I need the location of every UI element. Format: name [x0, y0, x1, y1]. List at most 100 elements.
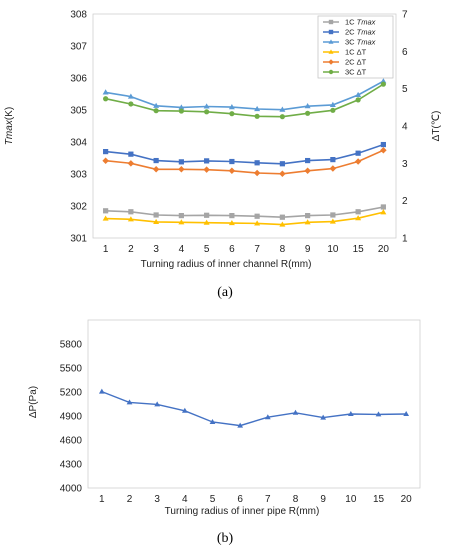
chart-a-panel-label: (a): [217, 285, 233, 300]
chart-a-data-point: [128, 209, 134, 215]
chart-a-data-point: [178, 166, 185, 173]
chart-a-data-point: [128, 101, 134, 107]
chart-a-left-tick-label: 305: [70, 106, 87, 117]
chart-a-x-tick-label: 6: [229, 244, 235, 255]
chart-a-ylabel-left-italic: Tmax: [4, 119, 15, 145]
chart-a-data-point: [304, 219, 311, 225]
chart-a-data-point: [153, 157, 159, 164]
chart-a-data-point: [153, 218, 160, 225]
chart-a-legend-label-text: 1C ΔT: [345, 48, 367, 57]
chart-a-data-point: [254, 160, 260, 166]
chart-a-data-point: [152, 166, 160, 173]
chart-b-x-tick-label: 4: [182, 494, 188, 505]
chart-a-legend-label: 1C Tmax: [345, 18, 376, 27]
chart-a-data-point: [254, 213, 260, 219]
chart-a-left-tick-label: 308: [70, 10, 87, 21]
chart-a-legend-marker: [328, 59, 334, 65]
chart-a-legend-label: 3C Tmax: [345, 38, 376, 47]
chart-b-y-tick-label: 4000: [60, 484, 83, 495]
chart-a-legend-item: 1C Tmax: [323, 18, 376, 27]
chart-a-legend-label-text: 1C: [345, 18, 357, 27]
chart-b-x-tick-label: 9: [320, 494, 326, 505]
chart-a-data-point: [229, 158, 235, 165]
chart-a-data-point: [127, 216, 134, 222]
chart-a-x-tick-label: 1: [103, 244, 109, 255]
chart-a-series-1: [103, 141, 386, 167]
chart-a-legend-marker: [328, 39, 334, 44]
chart-a-data-point: [254, 220, 261, 226]
chart-a-data-point: [103, 208, 109, 214]
chart-a-x-tick-label: 4: [179, 244, 185, 255]
chart-a-legend-label: 2C ΔT: [345, 58, 367, 67]
chart-a-data-point: [279, 221, 286, 227]
chart-b-series: [98, 388, 410, 428]
chart-a-legend-label: 2C Tmax: [345, 28, 376, 37]
chart-a-data-point: [203, 219, 210, 225]
chart-b-series-0: [98, 388, 410, 428]
chart-a-series-line: [105, 80, 384, 111]
chart-a-data-point: [380, 204, 386, 210]
chart-a-series-5: [103, 81, 386, 120]
chart-a-data-point: [102, 215, 109, 221]
chart-b-x-tick-label: 20: [401, 494, 413, 505]
chart-a-x-tick-label: 7: [254, 244, 260, 255]
chart-b-y-tick-label: 4900: [60, 412, 83, 423]
chart-a-legend-marker: [328, 69, 334, 75]
chart-a-data-point: [355, 97, 361, 103]
chart-b-x-tick-label: 7: [265, 494, 271, 505]
chart-a-legend-item: 2C ΔT: [323, 58, 367, 67]
chart-a-series-0: [103, 204, 386, 220]
chart-a-left-tick-label: 303: [70, 170, 87, 181]
chart-a-data-point: [354, 158, 362, 165]
chart-b-y-tick-label: 4300: [60, 460, 83, 471]
chart-a-data-point: [203, 103, 210, 109]
chart-b-x-tick-label: 15: [373, 494, 385, 505]
chart-a-left-tick-label: 304: [70, 138, 87, 149]
chart-a-series-line: [105, 206, 384, 219]
chart-a-legend-label-text: 3C: [345, 38, 357, 47]
chart-b-x-tick-label: 2: [127, 494, 133, 505]
chart-a-data-point: [329, 218, 336, 224]
chart-a-legend-label: 3C ΔT: [345, 68, 367, 77]
chart-a-legend-label-italic: Tmax: [357, 18, 376, 27]
chart-a-data-point: [229, 111, 235, 117]
chart-a-data-point: [380, 209, 387, 215]
chart-a-data-point: [330, 157, 336, 163]
chart-a-series-line: [105, 143, 384, 165]
chart-b-panel-label: (b): [217, 531, 234, 546]
chart-b-data-point: [375, 411, 382, 417]
chart-a-legend-box: [317, 15, 394, 79]
chart-a-right-tick-label: 2: [402, 196, 408, 207]
chart-a-legend-label: 1C ΔT: [345, 48, 367, 57]
chart-a-xlabel: Turning radius of inner channel R(mm): [141, 259, 312, 270]
chart-a-data-point: [329, 165, 337, 172]
chart-a-data-point: [380, 147, 387, 154]
chart-b-data-point: [209, 419, 216, 424]
chart-a-data-point: [103, 96, 109, 102]
chart-a-data-point: [355, 91, 362, 98]
chart-a-x-tick-label: 5: [204, 244, 210, 255]
chart-a-data-point: [279, 114, 285, 120]
chart-b-x-tick-label: 3: [154, 494, 160, 505]
chart-b-x-tick-label: 1: [99, 494, 105, 505]
chart-b-data-point: [237, 422, 244, 428]
chart-a-data-point: [254, 105, 261, 112]
chart-a-series-3: [102, 209, 387, 227]
chart-b-xlabel: Turning radius of inner pipe R(mm): [165, 506, 320, 517]
chart-a-legend-label-italic: Tmax: [357, 38, 376, 47]
chart-a-data-point: [153, 102, 160, 108]
chart-a-series-4: [102, 147, 387, 178]
chart-a-legend-label-text: 2C: [345, 28, 357, 37]
chart-a-data-point: [305, 157, 311, 164]
chart-a-data-point: [178, 159, 184, 165]
chart-b-data-point: [264, 414, 271, 420]
chart-a-legend-label-text: 2C ΔT: [345, 58, 367, 67]
chart-a-data-point: [330, 107, 336, 113]
chart-b: 4000 4300 4600 4900 5200 5500 5800 1 2 3 4 5 6 7 8 9 10…: [28, 319, 421, 546]
chart-a-data-point: [380, 141, 386, 148]
chart-a-data-point: [355, 209, 361, 215]
chart-a-data-point: [279, 214, 285, 220]
chart-a-legend-marker: [328, 49, 334, 54]
chart-a-data-point: [329, 101, 336, 107]
